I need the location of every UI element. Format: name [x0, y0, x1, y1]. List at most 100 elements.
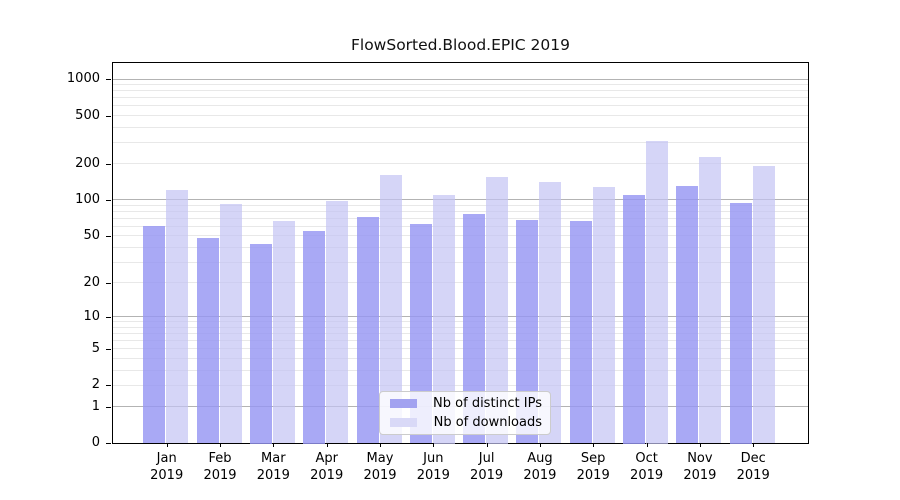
gridline-y-90	[113, 204, 808, 206]
y-tick-label-200: 200	[75, 155, 100, 171]
x-tick-label-feb: Feb 2019	[203, 451, 237, 483]
bar-oct-nb-of-downloads	[646, 140, 669, 444]
gridline-y-300	[113, 141, 808, 143]
legend-label-downloads: Nb of downloads	[433, 414, 542, 430]
y-tick-label-1000: 1000	[66, 71, 100, 86]
y-tick-label-5: 5	[91, 340, 100, 356]
x-tick-jan	[166, 443, 168, 447]
gridline-y-40	[113, 246, 808, 248]
gridline-y-9	[113, 321, 808, 323]
gridline-y-20	[113, 282, 808, 284]
bar-jan-nb-of-downloads	[166, 190, 189, 444]
x-tick-nov	[699, 443, 702, 447]
bar-may-nb-of-distinct-ips	[356, 217, 379, 444]
chart-title: FlowSorted.Blood.EPIC 2019	[350, 36, 571, 54]
y-tick-20	[106, 282, 111, 284]
x-tick-mar	[273, 443, 275, 447]
gridline-y-600	[113, 105, 808, 107]
legend-swatch-distinct-ips	[390, 399, 417, 409]
x-tick-label-dec: Dec 2019	[736, 451, 770, 483]
bar-feb-nb-of-downloads	[219, 204, 242, 444]
bar-jul-nb-of-downloads	[486, 177, 509, 444]
legend: Nb of distinct IPs Nb of downloads	[379, 391, 551, 435]
x-tick-label-jan: Jan 2019	[150, 451, 184, 483]
gridline-y-500	[113, 115, 808, 116]
bar-dec-nb-of-downloads	[752, 165, 775, 444]
bar-may-nb-of-downloads	[379, 175, 402, 444]
y-tick-500	[106, 115, 111, 117]
y-tick-200	[106, 163, 111, 165]
x-tick-apr	[326, 443, 328, 447]
y-tick-label-100: 100	[75, 191, 100, 207]
gridline-y-1000	[113, 78, 808, 80]
gridline-y-4	[113, 357, 808, 359]
y-tick-label-20: 20	[83, 274, 100, 290]
gridline-y-5	[113, 348, 808, 350]
gridline-y-60	[113, 225, 808, 227]
x-tick-label-nov: Nov 2019	[683, 451, 717, 483]
gridline-y-700	[113, 97, 808, 99]
bar-sep-nb-of-downloads	[592, 187, 615, 444]
bar-aug-nb-of-downloads	[539, 182, 562, 444]
bar-jul-nb-of-distinct-ips	[463, 213, 486, 444]
gridline-y-8	[113, 326, 808, 328]
y-tick-50	[106, 235, 111, 238]
x-tick-feb	[220, 443, 222, 447]
x-tick-label-sep: Sep 2019	[576, 451, 610, 483]
gridline-y-50	[113, 235, 808, 237]
bar-jan-nb-of-distinct-ips	[143, 225, 166, 444]
y-tick-label-500: 500	[75, 107, 100, 123]
x-tick-may	[380, 443, 382, 447]
gridline-y-400	[113, 126, 808, 128]
bar-jun-nb-of-distinct-ips	[409, 224, 432, 444]
bar-sep-nb-of-distinct-ips	[569, 220, 592, 444]
legend-row-downloads: Nb of downloads	[387, 415, 542, 431]
y-tick-label-10: 10	[83, 308, 100, 324]
gridline-y-6	[113, 340, 808, 341]
bar-nov-nb-of-distinct-ips	[676, 185, 699, 444]
y-tick-2	[106, 385, 111, 387]
gridline-y-30	[113, 261, 808, 263]
x-tick-label-jul: Jul 2019	[470, 451, 504, 483]
bar-jun-nb-of-downloads	[432, 194, 455, 444]
gridline-y-7	[113, 333, 808, 334]
bar-aug-nb-of-distinct-ips	[516, 220, 539, 444]
y-tick-label-1: 1	[91, 398, 100, 414]
gridline-y-3	[113, 369, 808, 371]
x-tick-label-may: May 2019	[363, 451, 397, 483]
gridline-y-800	[113, 90, 808, 92]
bar-mar-nb-of-downloads	[272, 220, 295, 444]
y-tick-1000	[106, 79, 111, 81]
plot-area: Nb of distinct IPs Nb of downloads	[112, 62, 809, 444]
bar-feb-nb-of-distinct-ips	[196, 237, 219, 444]
bar-apr-nb-of-downloads	[326, 200, 349, 444]
bar-apr-nb-of-distinct-ips	[303, 231, 326, 444]
x-tick-jun	[433, 443, 435, 447]
gridline-y-80	[113, 211, 808, 212]
x-tick-label-apr: Apr 2019	[310, 451, 344, 483]
legend-swatch-downloads	[390, 417, 417, 427]
bar-mar-nb-of-distinct-ips	[249, 243, 272, 444]
y-tick-label-0: 0	[91, 435, 100, 450]
y-tick-100	[106, 199, 111, 202]
bar-oct-nb-of-distinct-ips	[623, 195, 646, 444]
bar-nov-nb-of-downloads	[699, 156, 722, 444]
y-tick-label-50: 50	[83, 227, 100, 243]
gridline-y-900	[113, 84, 808, 86]
gridline-y-100	[113, 199, 808, 201]
x-tick-oct	[646, 443, 648, 447]
x-tick-dec	[753, 443, 755, 447]
x-tick-jul	[486, 443, 488, 447]
y-tick-10	[106, 316, 111, 318]
legend-label-distinct-ips: Nb of distinct IPs	[433, 396, 542, 412]
x-tick-label-mar: Mar 2019	[256, 451, 290, 483]
x-tick-sep	[593, 443, 595, 447]
y-tick-1	[106, 406, 111, 408]
x-tick-aug	[539, 443, 542, 447]
x-tick-label-jun: Jun 2019	[416, 451, 450, 483]
gridline-y-2	[113, 384, 808, 386]
gridline-y-10	[113, 316, 808, 318]
gridline-y-200	[113, 163, 808, 165]
bar-dec-nb-of-distinct-ips	[729, 203, 752, 444]
